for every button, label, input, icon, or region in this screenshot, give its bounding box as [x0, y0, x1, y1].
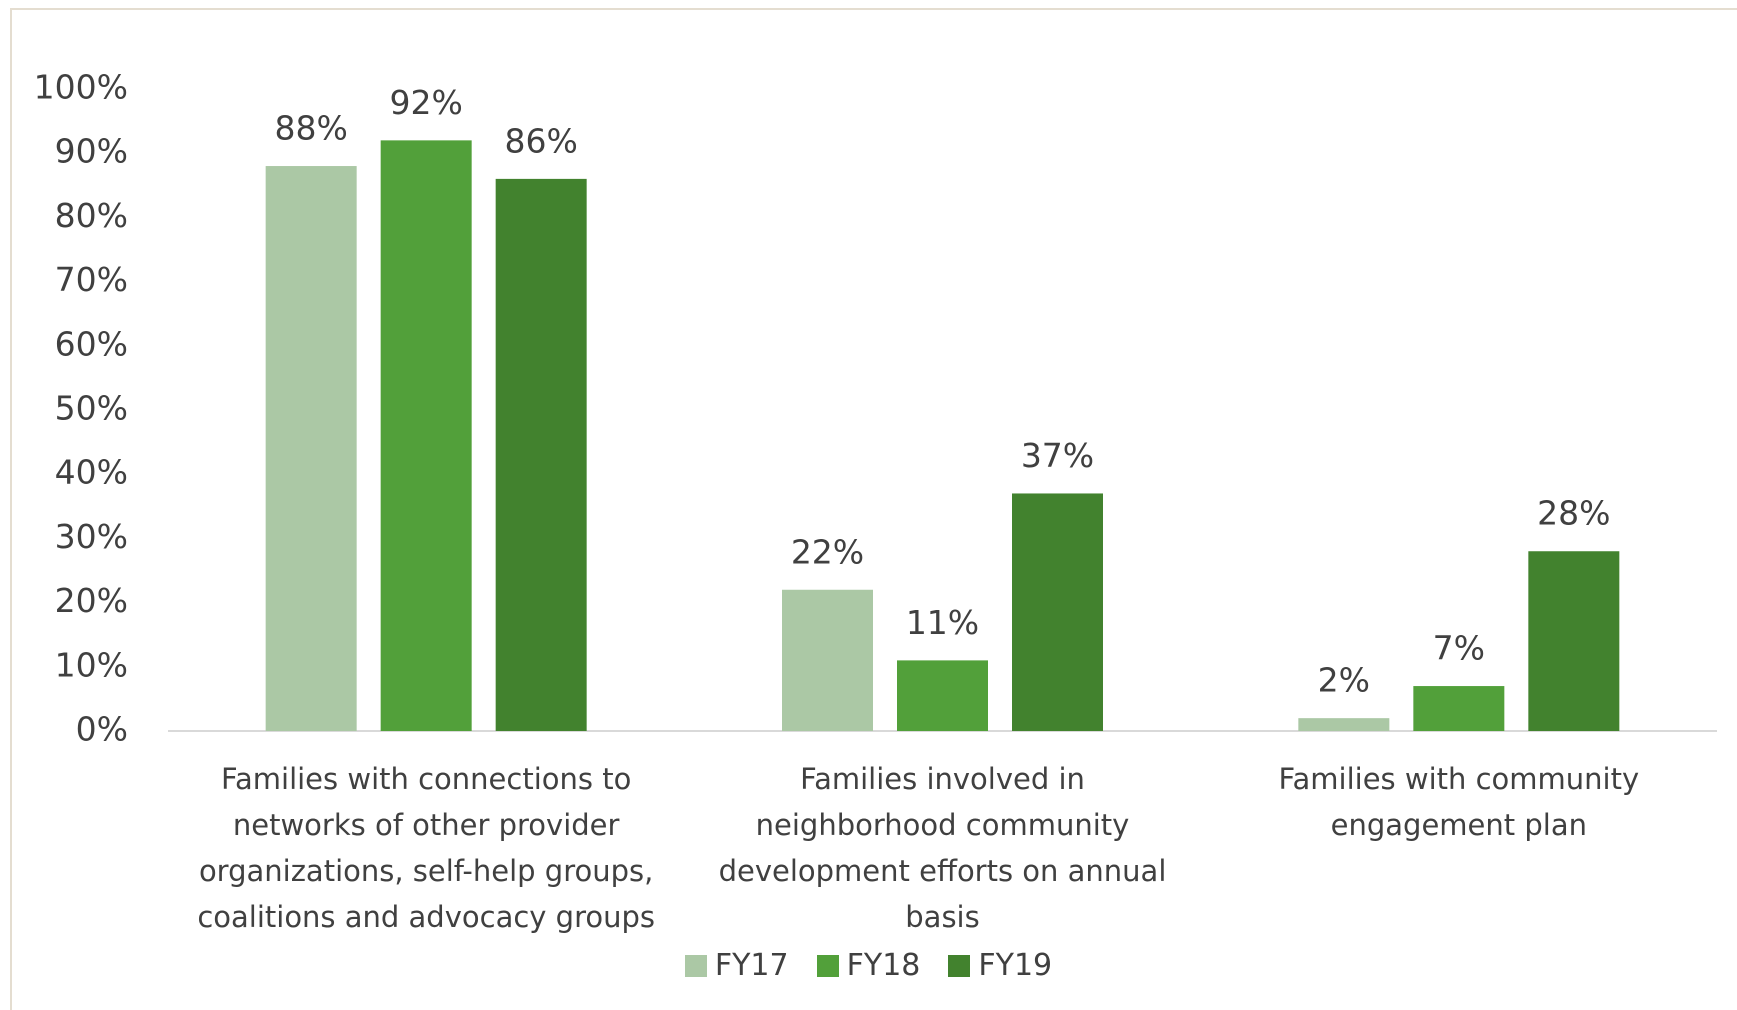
x-tick-label: Families involved in neighborhood commun…: [718, 762, 1167, 934]
bar: [782, 589, 873, 731]
bar: [897, 660, 988, 731]
x-tick-label: Families with connections to networks of…: [197, 762, 655, 934]
data-label: 37%: [1021, 436, 1094, 475]
data-label: 7%: [1433, 629, 1485, 668]
data-label: 86%: [504, 121, 577, 160]
data-label: 92%: [389, 83, 462, 122]
legend-item: FY18: [816, 948, 921, 983]
y-tick-label: 80%: [55, 196, 128, 235]
y-tick-label: 30%: [55, 517, 128, 556]
data-label: 28%: [1537, 494, 1610, 533]
y-tick-label: 70%: [55, 260, 128, 299]
y-tick-label: 10%: [55, 645, 128, 684]
legend-item: FY19: [948, 948, 1052, 983]
data-label: 88%: [274, 109, 347, 148]
legend-swatch: [816, 954, 839, 977]
data-label: 22%: [791, 532, 864, 571]
bar: [265, 166, 357, 732]
y-tick-label: 60%: [55, 324, 128, 363]
y-tick-label: 40%: [55, 453, 128, 492]
legend-item: FY17: [684, 948, 789, 983]
bar: [1012, 493, 1103, 731]
bar: [1528, 551, 1620, 731]
y-tick-label: 0%: [76, 710, 128, 749]
x-tick-label: Families with community engagement plan: [1278, 762, 1640, 842]
legend-swatch: [948, 954, 971, 977]
legend-label: FY19: [978, 948, 1053, 983]
legend-swatch: [684, 954, 707, 977]
y-tick-label: 50%: [55, 389, 128, 428]
chart-border: [10, 8, 1737, 1010]
legend-label: FY18: [846, 948, 921, 983]
bar: [495, 178, 587, 731]
y-tick-label: 90%: [55, 132, 128, 171]
bar: [1298, 718, 1390, 731]
y-tick-label: 20%: [55, 581, 128, 620]
bar: [380, 140, 472, 732]
legend-label: FY17: [714, 948, 789, 983]
legend: FY17 FY18 FY19: [0, 948, 1737, 983]
data-label: 2%: [1318, 661, 1370, 700]
y-tick-label: 100%: [34, 68, 128, 107]
data-label: 11%: [906, 603, 979, 642]
bar: [1413, 686, 1505, 731]
